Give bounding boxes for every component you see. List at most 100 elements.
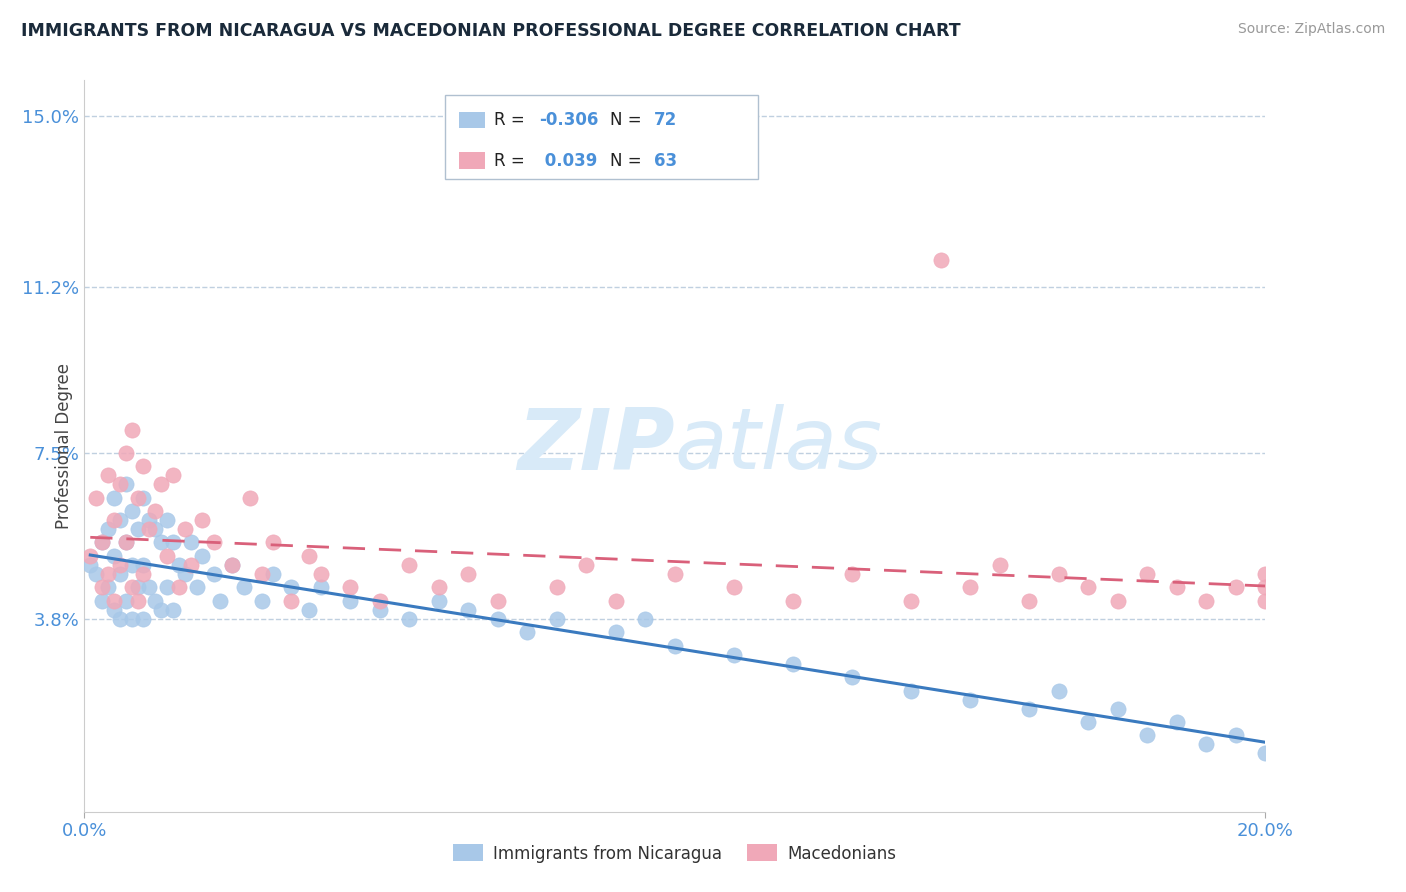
Point [132,566,155,581]
Point [1254,747,1277,761]
Text: IMMIGRANTS FROM NICARAGUA VS MACEDONIAN PROFESSIONAL DEGREE CORRELATION CHART: IMMIGRANTS FROM NICARAGUA VS MACEDONIAN … [21,22,960,40]
Point [486,612,509,626]
Point [180,535,202,549]
Point [841,566,863,581]
Point [132,491,155,505]
Point [262,535,284,549]
Point [138,580,160,594]
Point [959,692,981,706]
Point [368,594,391,608]
Point [1254,580,1277,594]
Point [108,477,131,491]
Point [173,522,195,536]
Text: ZIP: ZIP [517,404,675,488]
Point [298,549,321,563]
Point [634,612,657,626]
Text: atlas: atlas [675,404,883,488]
Point [103,594,125,608]
Point [1195,594,1218,608]
Point [143,504,166,518]
Point [1018,701,1040,715]
Point [114,535,136,549]
Text: R =: R = [494,152,530,169]
Point [605,625,627,640]
Y-axis label: Professional Degree: Professional Degree [55,363,73,529]
Point [1225,728,1247,742]
Point [156,580,179,594]
Point [1047,683,1070,698]
Point [1077,580,1099,594]
Point [202,566,225,581]
Point [132,459,155,474]
FancyBboxPatch shape [444,95,758,179]
Text: -0.306: -0.306 [538,112,599,129]
Point [988,558,1011,572]
Text: 63: 63 [654,152,676,169]
Point [127,594,149,608]
Text: 72: 72 [654,112,676,129]
Point [180,558,202,572]
Point [1166,580,1188,594]
Point [239,491,262,505]
Point [221,558,243,572]
Point [516,625,538,640]
Point [427,594,450,608]
Point [457,566,479,581]
Point [221,558,243,572]
Point [97,522,120,536]
Legend: Immigrants from Nicaragua, Macedonians: Immigrants from Nicaragua, Macedonians [447,838,903,869]
Point [309,580,332,594]
Point [486,594,509,608]
Point [103,549,125,563]
Point [250,566,273,581]
Point [723,648,745,662]
Point [546,580,568,594]
Point [79,558,101,572]
Point [121,504,143,518]
Point [79,549,101,563]
Point [723,580,745,594]
Point [156,513,179,527]
Point [103,603,125,617]
Point [1254,566,1277,581]
Point [114,535,136,549]
Point [202,535,225,549]
Point [114,477,136,491]
Point [280,594,302,608]
Point [121,423,143,437]
Point [91,535,114,549]
Point [339,594,361,608]
Point [150,603,173,617]
Point [186,580,208,594]
Point [97,468,120,483]
Point [782,594,804,608]
Point [280,580,302,594]
Point [114,594,136,608]
Point [398,558,420,572]
Point [1254,594,1277,608]
Point [298,603,321,617]
Point [929,252,952,267]
Text: R =: R = [494,112,530,129]
Point [900,683,922,698]
Point [1136,728,1159,742]
Point [121,558,143,572]
Point [209,594,232,608]
Point [959,580,981,594]
Point [138,513,160,527]
Point [1107,594,1129,608]
Point [162,468,184,483]
Point [150,477,173,491]
Point [1047,566,1070,581]
Point [1077,714,1099,729]
Point [91,535,114,549]
Point [575,558,598,572]
Point [664,566,686,581]
Point [398,612,420,626]
Point [368,603,391,617]
Point [97,580,120,594]
Point [108,612,131,626]
Point [162,603,184,617]
Point [1225,580,1247,594]
Point [782,657,804,671]
